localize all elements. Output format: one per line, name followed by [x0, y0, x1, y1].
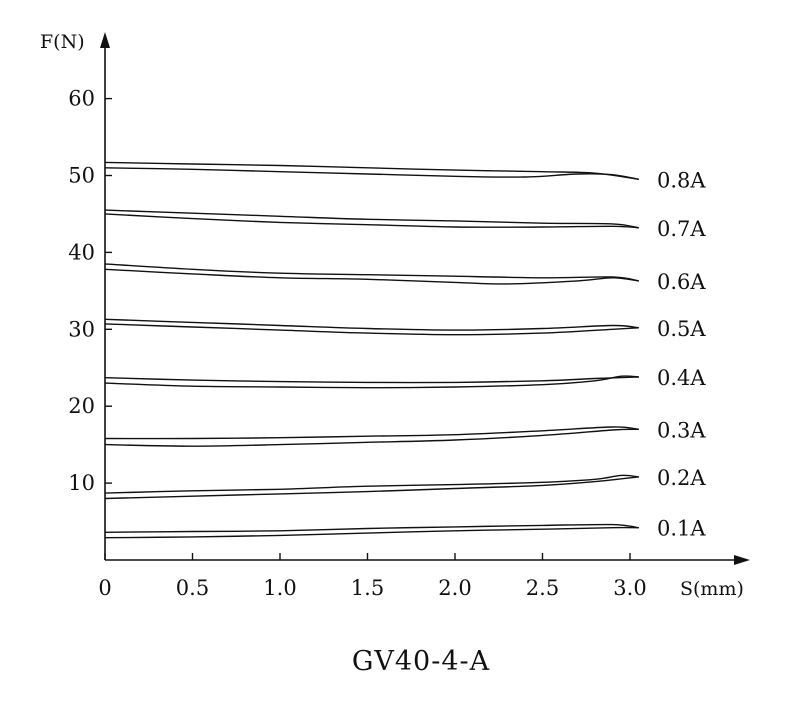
series-0.1A: 0.1A [104, 517, 706, 541]
series-label: 0.5A [657, 317, 706, 341]
series-label: 0.1A [657, 517, 706, 541]
series-line-upper [104, 523, 639, 533]
x-tick-label: 0 [98, 576, 111, 600]
series-line-upper [104, 426, 639, 440]
series-0.2A: 0.2A [104, 466, 706, 500]
y-tick-label: 10 [68, 471, 95, 495]
chart-title: GV40-4-A [352, 646, 490, 677]
series-line-lower [104, 526, 639, 539]
y-tick-label: 30 [68, 317, 95, 341]
series-line-lower [104, 167, 639, 180]
y-axis-title: F(N) [40, 31, 85, 53]
series-0.6A: 0.6A [104, 263, 706, 294]
x-tick-label: 3.0 [613, 576, 646, 600]
series-line-upper [104, 209, 639, 229]
y-tick-label: 50 [68, 164, 95, 188]
x-tick-label: 0.5 [176, 576, 209, 600]
series-0.8A: 0.8A [104, 161, 706, 192]
series-line-upper [104, 474, 639, 494]
series-label: 0.3A [657, 418, 706, 442]
x-tick-label: 1.0 [263, 576, 296, 600]
x-tick-label: 2.5 [526, 576, 559, 600]
series-line-upper [104, 263, 639, 282]
series-line-upper [104, 376, 639, 384]
y-axis-arrow [100, 32, 110, 48]
series-0.4A: 0.4A [104, 366, 706, 390]
x-axis-arrow [734, 555, 750, 565]
series-label: 0.7A [657, 217, 706, 241]
x-tick-label: 1.5 [351, 576, 384, 600]
series-label: 0.8A [657, 168, 706, 192]
series-0.7A: 0.7A [104, 209, 706, 241]
x-tick-label: 2.0 [438, 576, 471, 600]
y-tick-label: 40 [68, 240, 95, 264]
series-line-lower [104, 428, 639, 447]
series-label: 0.2A [657, 466, 706, 490]
series-label: 0.4A [657, 366, 706, 390]
y-ticks: 10 20 30 40 50 60 [68, 87, 112, 495]
series-0.5A: 0.5A [104, 317, 706, 341]
y-tick-label: 20 [68, 394, 95, 418]
series-label: 0.6A [657, 270, 706, 294]
series-line-lower [104, 268, 639, 285]
x-ticks: 0 0.5 1.0 1.5 2.0 2.5 3.0 [98, 553, 647, 600]
series-line-upper [104, 318, 639, 331]
series-0.3A: 0.3A [104, 418, 706, 447]
series-line-lower [104, 476, 639, 500]
series-line-lower [104, 323, 639, 336]
y-tick-label: 60 [68, 87, 95, 111]
series-line-lower [104, 213, 639, 229]
series-line-upper [104, 161, 639, 180]
series-group: 0.8A 0.7A 0.6A 0.5A 0.4A 0.3A 0.2A 0.1A [104, 161, 706, 541]
series-line-lower [104, 375, 639, 389]
x-axis-title: S(mm) [680, 578, 744, 600]
